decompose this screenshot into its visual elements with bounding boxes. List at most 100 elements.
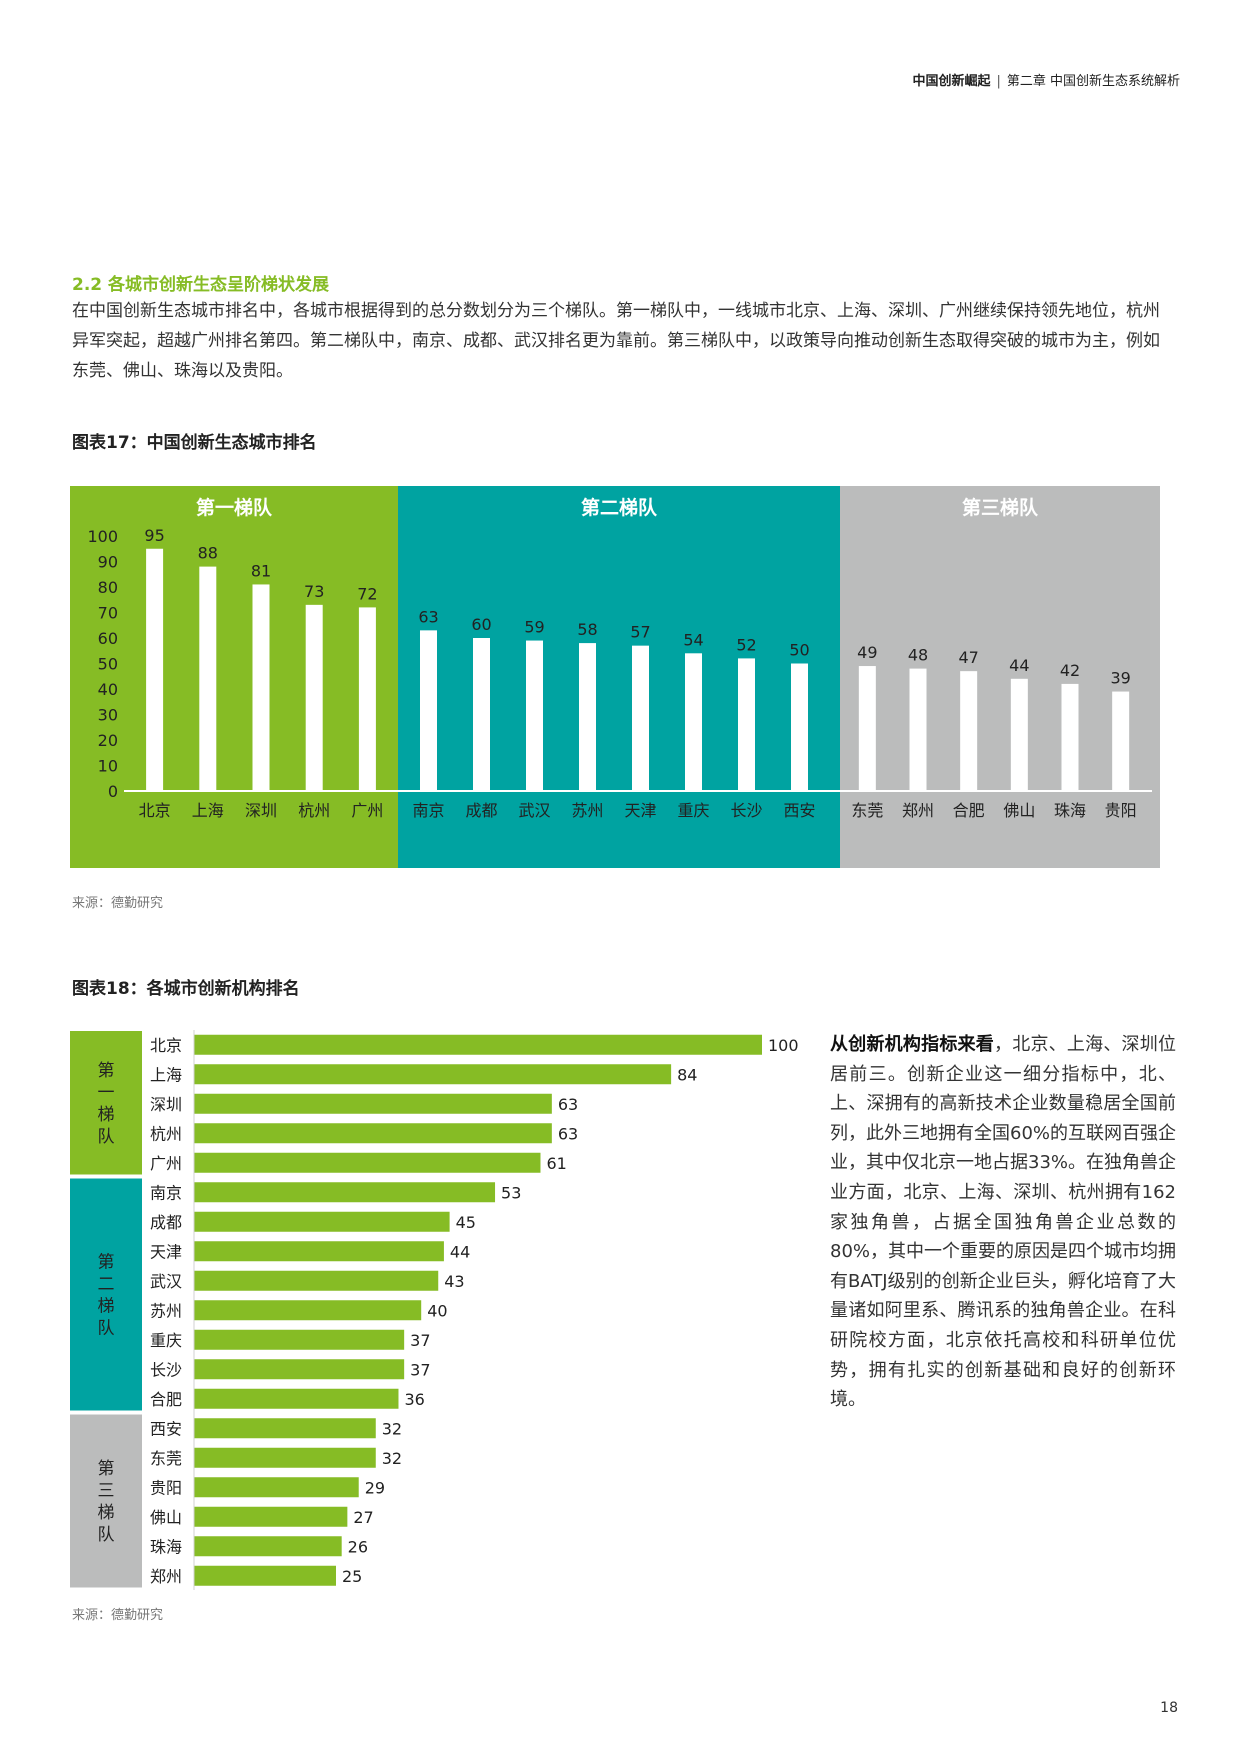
fig17-bar-广州 xyxy=(358,607,376,791)
fig18-bar-合肥 xyxy=(194,1388,399,1409)
fig17-category-label: 贵阳 xyxy=(1105,801,1137,820)
fig18-value-label: 63 xyxy=(558,1124,578,1143)
fig17-value-label: 60 xyxy=(471,615,491,634)
fig17-bar-佛山 xyxy=(1010,678,1028,791)
svg-text:二: 二 xyxy=(98,1275,115,1295)
fig18-value-label: 100 xyxy=(768,1036,799,1055)
fig17-category-label: 北京 xyxy=(139,801,171,820)
svg-text:梯: 梯 xyxy=(98,1297,115,1317)
fig18-value-label: 26 xyxy=(348,1537,368,1556)
fig18-city-label: 广州 xyxy=(150,1154,182,1173)
fig18-value-label: 29 xyxy=(365,1478,385,1497)
fig17-value-label: 42 xyxy=(1060,661,1080,680)
fig17-category-label: 苏州 xyxy=(571,801,603,820)
fig17-value-label: 73 xyxy=(304,582,324,601)
fig18-bar-东莞 xyxy=(194,1447,376,1468)
fig18-city-label: 上海 xyxy=(150,1065,182,1084)
fig17-bar-成都 xyxy=(473,638,490,791)
fig18-value-label: 37 xyxy=(410,1360,430,1379)
fig18-value-label: 32 xyxy=(382,1419,402,1438)
fig18-value-label: 84 xyxy=(677,1065,697,1084)
tier-panel-1 xyxy=(70,486,398,868)
fig18-city-label: 贵阳 xyxy=(150,1478,182,1497)
svg-text:一: 一 xyxy=(98,1083,115,1103)
fig17-category-label: 珠海 xyxy=(1054,801,1086,820)
fig18-bar-贵阳 xyxy=(194,1477,359,1498)
svg-text:第: 第 xyxy=(98,1459,115,1479)
fig17-category-label: 长沙 xyxy=(730,801,762,820)
section-paragraph: 在中国创新生态城市排名中，各城市根据得到的总分数划分为三个梯队。第一梯队中，一线… xyxy=(72,296,1172,386)
fig17-value-label: 95 xyxy=(144,526,164,545)
side-commentary-body: ，北京、上海、深圳位居前三。创新企业这一细分指标中，北、上、深拥有的高新技术企业… xyxy=(830,1034,1177,1411)
fig18-bar-成都 xyxy=(194,1211,450,1232)
fig18-bar-郑州 xyxy=(194,1565,336,1586)
fig17-category-label: 广州 xyxy=(351,801,383,820)
fig18-value-label: 53 xyxy=(501,1183,521,1202)
fig18-tier-tab-2 xyxy=(70,1178,142,1411)
fig18-city-label: 佛山 xyxy=(150,1508,182,1527)
fig18-bar-深圳 xyxy=(194,1093,552,1114)
fig18-city-label: 西安 xyxy=(150,1419,182,1438)
fig17-y-tick: 40 xyxy=(98,680,118,699)
fig17-bar-珠海 xyxy=(1061,683,1079,791)
fig18-city-label: 苏州 xyxy=(150,1301,182,1320)
svg-text:队: 队 xyxy=(98,1525,115,1545)
tier-label-2: 第二梯队 xyxy=(581,496,658,519)
fig18-city-label: 重庆 xyxy=(150,1331,182,1350)
fig18-value-label: 27 xyxy=(353,1508,373,1527)
fig17-bar-重庆 xyxy=(685,653,702,791)
fig17-y-tick: 60 xyxy=(98,629,118,648)
fig17-category-label: 重庆 xyxy=(677,801,709,820)
paragraph-text: 在中国创新生态城市排名中，各城市根据得到的总分数划分为三个梯队。第一梯队中，一线… xyxy=(72,301,1160,381)
fig17-bar-东莞 xyxy=(858,666,876,791)
fig17-value-label: 39 xyxy=(1110,669,1130,688)
tier-panel-3 xyxy=(840,486,1160,868)
fig17-y-tick: 100 xyxy=(87,527,118,546)
fig18-bar-北京 xyxy=(194,1034,762,1055)
fig17-bar-苏州 xyxy=(579,643,596,791)
fig17-category-label: 佛山 xyxy=(1003,801,1035,820)
fig17-bar-武汉 xyxy=(526,640,543,791)
fig17-y-tick: 30 xyxy=(98,706,118,725)
fig18-bar-上海 xyxy=(194,1064,672,1085)
fig18-city-label: 深圳 xyxy=(150,1095,182,1114)
fig18-tier-tab-1 xyxy=(70,1031,142,1175)
fig18-tier-label-1: 第一梯队 xyxy=(98,1061,115,1147)
fig18-city-label: 武汉 xyxy=(150,1272,182,1291)
svg-text:第: 第 xyxy=(98,1061,115,1081)
fig17-bar-合肥 xyxy=(960,671,978,791)
fig18-value-label: 45 xyxy=(456,1213,476,1232)
fig17-bar-北京 xyxy=(146,548,164,791)
fig18-city-label: 成都 xyxy=(150,1213,182,1232)
fig18-value-label: 32 xyxy=(382,1449,402,1468)
fig17-bar-上海 xyxy=(199,566,217,791)
fig18-city-label: 合肥 xyxy=(150,1390,182,1409)
section-title: 2.2 各城市创新生态呈阶梯状发展 xyxy=(72,275,330,295)
fig17-value-label: 48 xyxy=(908,646,928,665)
fig17-category-label: 成都 xyxy=(465,801,497,820)
figure17-title: 图表17：中国创新生态城市排名 xyxy=(72,433,317,453)
fig18-city-label: 长沙 xyxy=(150,1360,182,1379)
svg-text:梯: 梯 xyxy=(98,1105,115,1125)
fig17-bar-南京 xyxy=(420,630,437,791)
fig17-bar-杭州 xyxy=(305,604,323,791)
fig17-y-tick: 0 xyxy=(108,782,118,801)
fig17-value-label: 72 xyxy=(357,584,377,603)
fig17-bar-西安 xyxy=(791,663,808,791)
tier-label-1: 第一梯队 xyxy=(196,496,273,519)
fig18-city-label: 郑州 xyxy=(150,1567,182,1586)
fig17-value-label: 63 xyxy=(418,607,438,626)
svg-text:三: 三 xyxy=(98,1481,115,1501)
svg-text:队: 队 xyxy=(98,1127,115,1147)
fig17-value-label: 52 xyxy=(736,635,756,654)
fig18-city-label: 天津 xyxy=(150,1242,182,1261)
fig17-value-label: 59 xyxy=(524,618,544,637)
fig17-y-tick: 70 xyxy=(98,604,118,623)
tier-panel-2 xyxy=(398,486,840,868)
fig17-category-label: 杭州 xyxy=(298,801,330,820)
fig18-bar-长沙 xyxy=(194,1359,405,1380)
figure18-source: 来源：德勤研究 xyxy=(72,1608,164,1623)
fig17-category-label: 郑州 xyxy=(902,801,934,820)
fig18-tier-label-3: 第三梯队 xyxy=(98,1459,115,1545)
